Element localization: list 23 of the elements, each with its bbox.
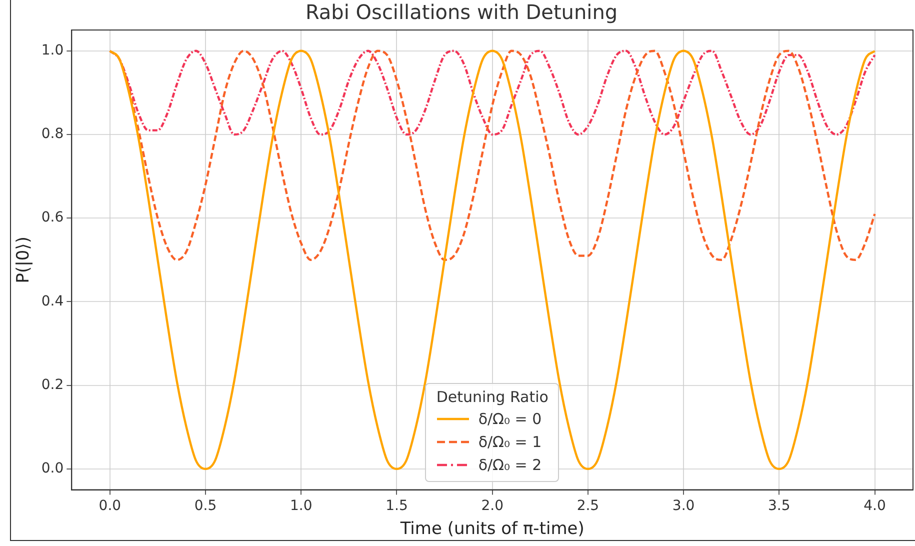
y-tick-label: 1.0 — [41, 42, 64, 59]
x-axis-title: Time (units of π-time) — [399, 519, 584, 540]
y-tick-label: 0.6 — [41, 210, 64, 226]
x-tick-label: 3.5 — [768, 498, 790, 514]
legend-label: δ/Ω₀ = 1 — [478, 433, 542, 452]
legend-title: Detuning Ratio — [436, 388, 548, 406]
x-tick-label: 4.0 — [864, 498, 886, 514]
x-tick-label: 1.5 — [386, 498, 408, 514]
y-axis-title: P(|0⟩) — [14, 236, 34, 284]
x-tick-label: 2.0 — [481, 498, 504, 514]
y-tick-label: 0.4 — [41, 293, 64, 310]
x-tick-label: 2.5 — [576, 498, 600, 514]
x-tick-label: 0.5 — [194, 498, 217, 514]
legend-label: δ/Ω₀ = 2 — [478, 456, 542, 474]
chart-title: Rabi Oscillations with Detuning — [305, 0, 618, 24]
line-series — [108, 50, 876, 470]
y-tick-label: 0.8 — [41, 126, 64, 142]
x-tick-label: 3.0 — [672, 498, 695, 514]
x-tick-label: 1.0 — [290, 498, 312, 514]
y-tick-label: 0.0 — [41, 460, 64, 477]
y-tick-label: 0.2 — [41, 376, 64, 393]
legend-label: δ/Ω₀ = 0 — [478, 410, 542, 428]
x-tick-label: 0.0 — [98, 498, 122, 514]
